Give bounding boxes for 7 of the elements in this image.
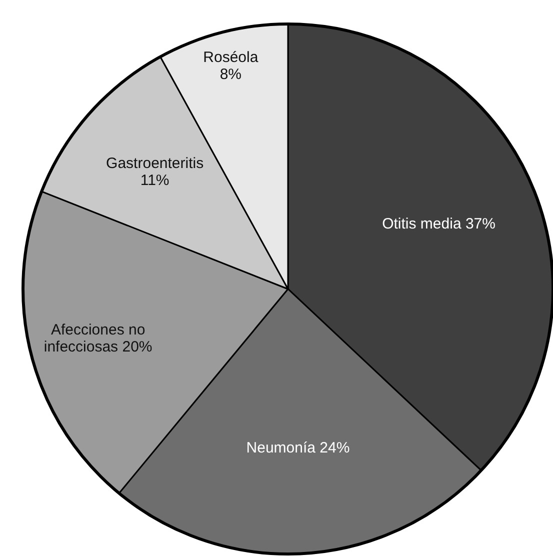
slice-label: Gastroenteritis	[106, 155, 204, 172]
slice-label: Afecciones no infecciosas 20%	[44, 321, 152, 356]
data-label: 11%	[140, 172, 170, 190]
slice-label: Roséola	[203, 49, 259, 66]
slice-label: Neumonía 24%	[246, 440, 350, 457]
slice-label: Otitis media 37%	[382, 216, 496, 233]
data-label: 8%	[220, 66, 242, 84]
